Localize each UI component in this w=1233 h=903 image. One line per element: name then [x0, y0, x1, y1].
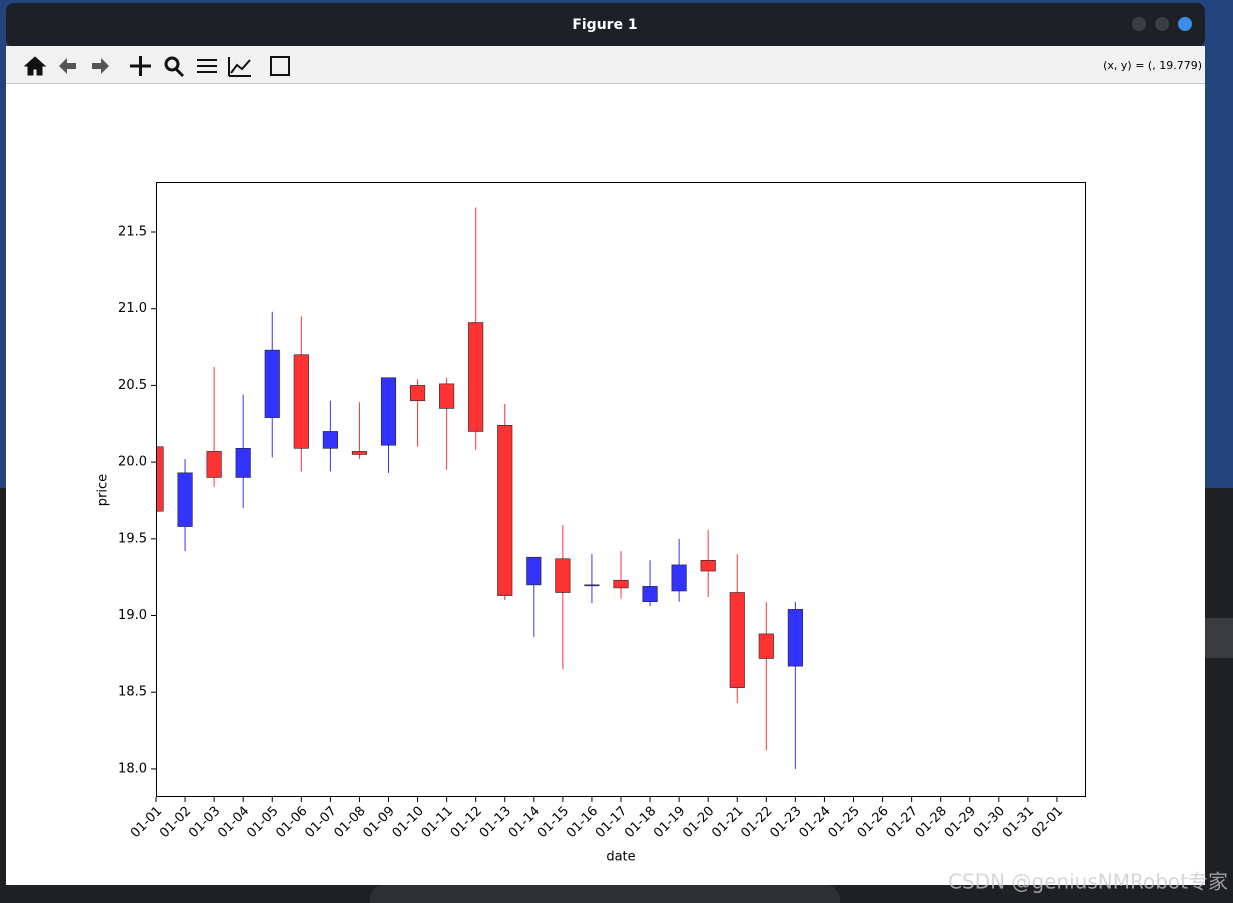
dock [370, 885, 840, 903]
y-axis-label: price [96, 474, 111, 506]
y-tick-label: 19.5 [118, 531, 147, 546]
candle-body [468, 322, 484, 432]
title-bar [6, 3, 1205, 47]
candle-body [555, 558, 571, 593]
candle-body [293, 354, 309, 449]
candle-body [787, 609, 803, 667]
save-button[interactable] [270, 56, 290, 76]
watermark: CSDN @geniusNMRobot专家 [948, 870, 1228, 894]
minimize-button[interactable] [1132, 17, 1146, 31]
y-tick-label: 18.5 [118, 685, 147, 700]
edit-button[interactable] [228, 57, 251, 77]
forward-button[interactable] [92, 58, 109, 74]
window-title: Figure 1 [572, 17, 637, 33]
candle-body [351, 451, 368, 455]
candle-body [156, 446, 164, 512]
candle-body [584, 584, 600, 587]
candle-body [642, 586, 658, 603]
y-tick-label: 18.0 [118, 761, 147, 776]
home-button[interactable] [23, 56, 47, 76]
candle-body [322, 431, 338, 449]
axes-frame [156, 182, 1086, 797]
candle-body [177, 472, 193, 527]
candle-body [380, 377, 397, 446]
candle-body [526, 556, 542, 586]
toolbar-icons [23, 56, 290, 78]
candle-body [409, 385, 426, 402]
candle-body [758, 633, 774, 659]
coordinates: (x, y) = (, 19.779) [1103, 59, 1202, 72]
y-tick-label: 20.5 [118, 378, 147, 393]
back-button[interactable] [59, 58, 76, 74]
x-axis-label: date [606, 850, 635, 865]
y-tick-label: 21.0 [118, 301, 147, 316]
toolbar [6, 46, 1205, 84]
y-tick-label: 21.5 [118, 225, 147, 240]
candle-body [497, 425, 513, 596]
close-button[interactable] [1178, 17, 1192, 31]
candle-body [264, 349, 280, 418]
candle-body [235, 448, 251, 478]
zoom-button[interactable] [164, 56, 185, 78]
candle-body [613, 579, 629, 589]
plot-area [156, 207, 803, 769]
pan-button[interactable] [130, 56, 151, 76]
maximize-button[interactable] [1155, 17, 1169, 31]
candle-body [700, 559, 716, 572]
candle-body [671, 564, 687, 592]
configure-button[interactable] [197, 59, 217, 73]
candle-body [439, 383, 455, 409]
desktop-panel [1205, 618, 1233, 658]
candle-body [206, 451, 222, 478]
candle-body [729, 592, 745, 688]
y-tick-label: 19.0 [118, 608, 147, 623]
figure [6, 84, 1205, 885]
y-tick-label: 20.0 [118, 455, 147, 470]
